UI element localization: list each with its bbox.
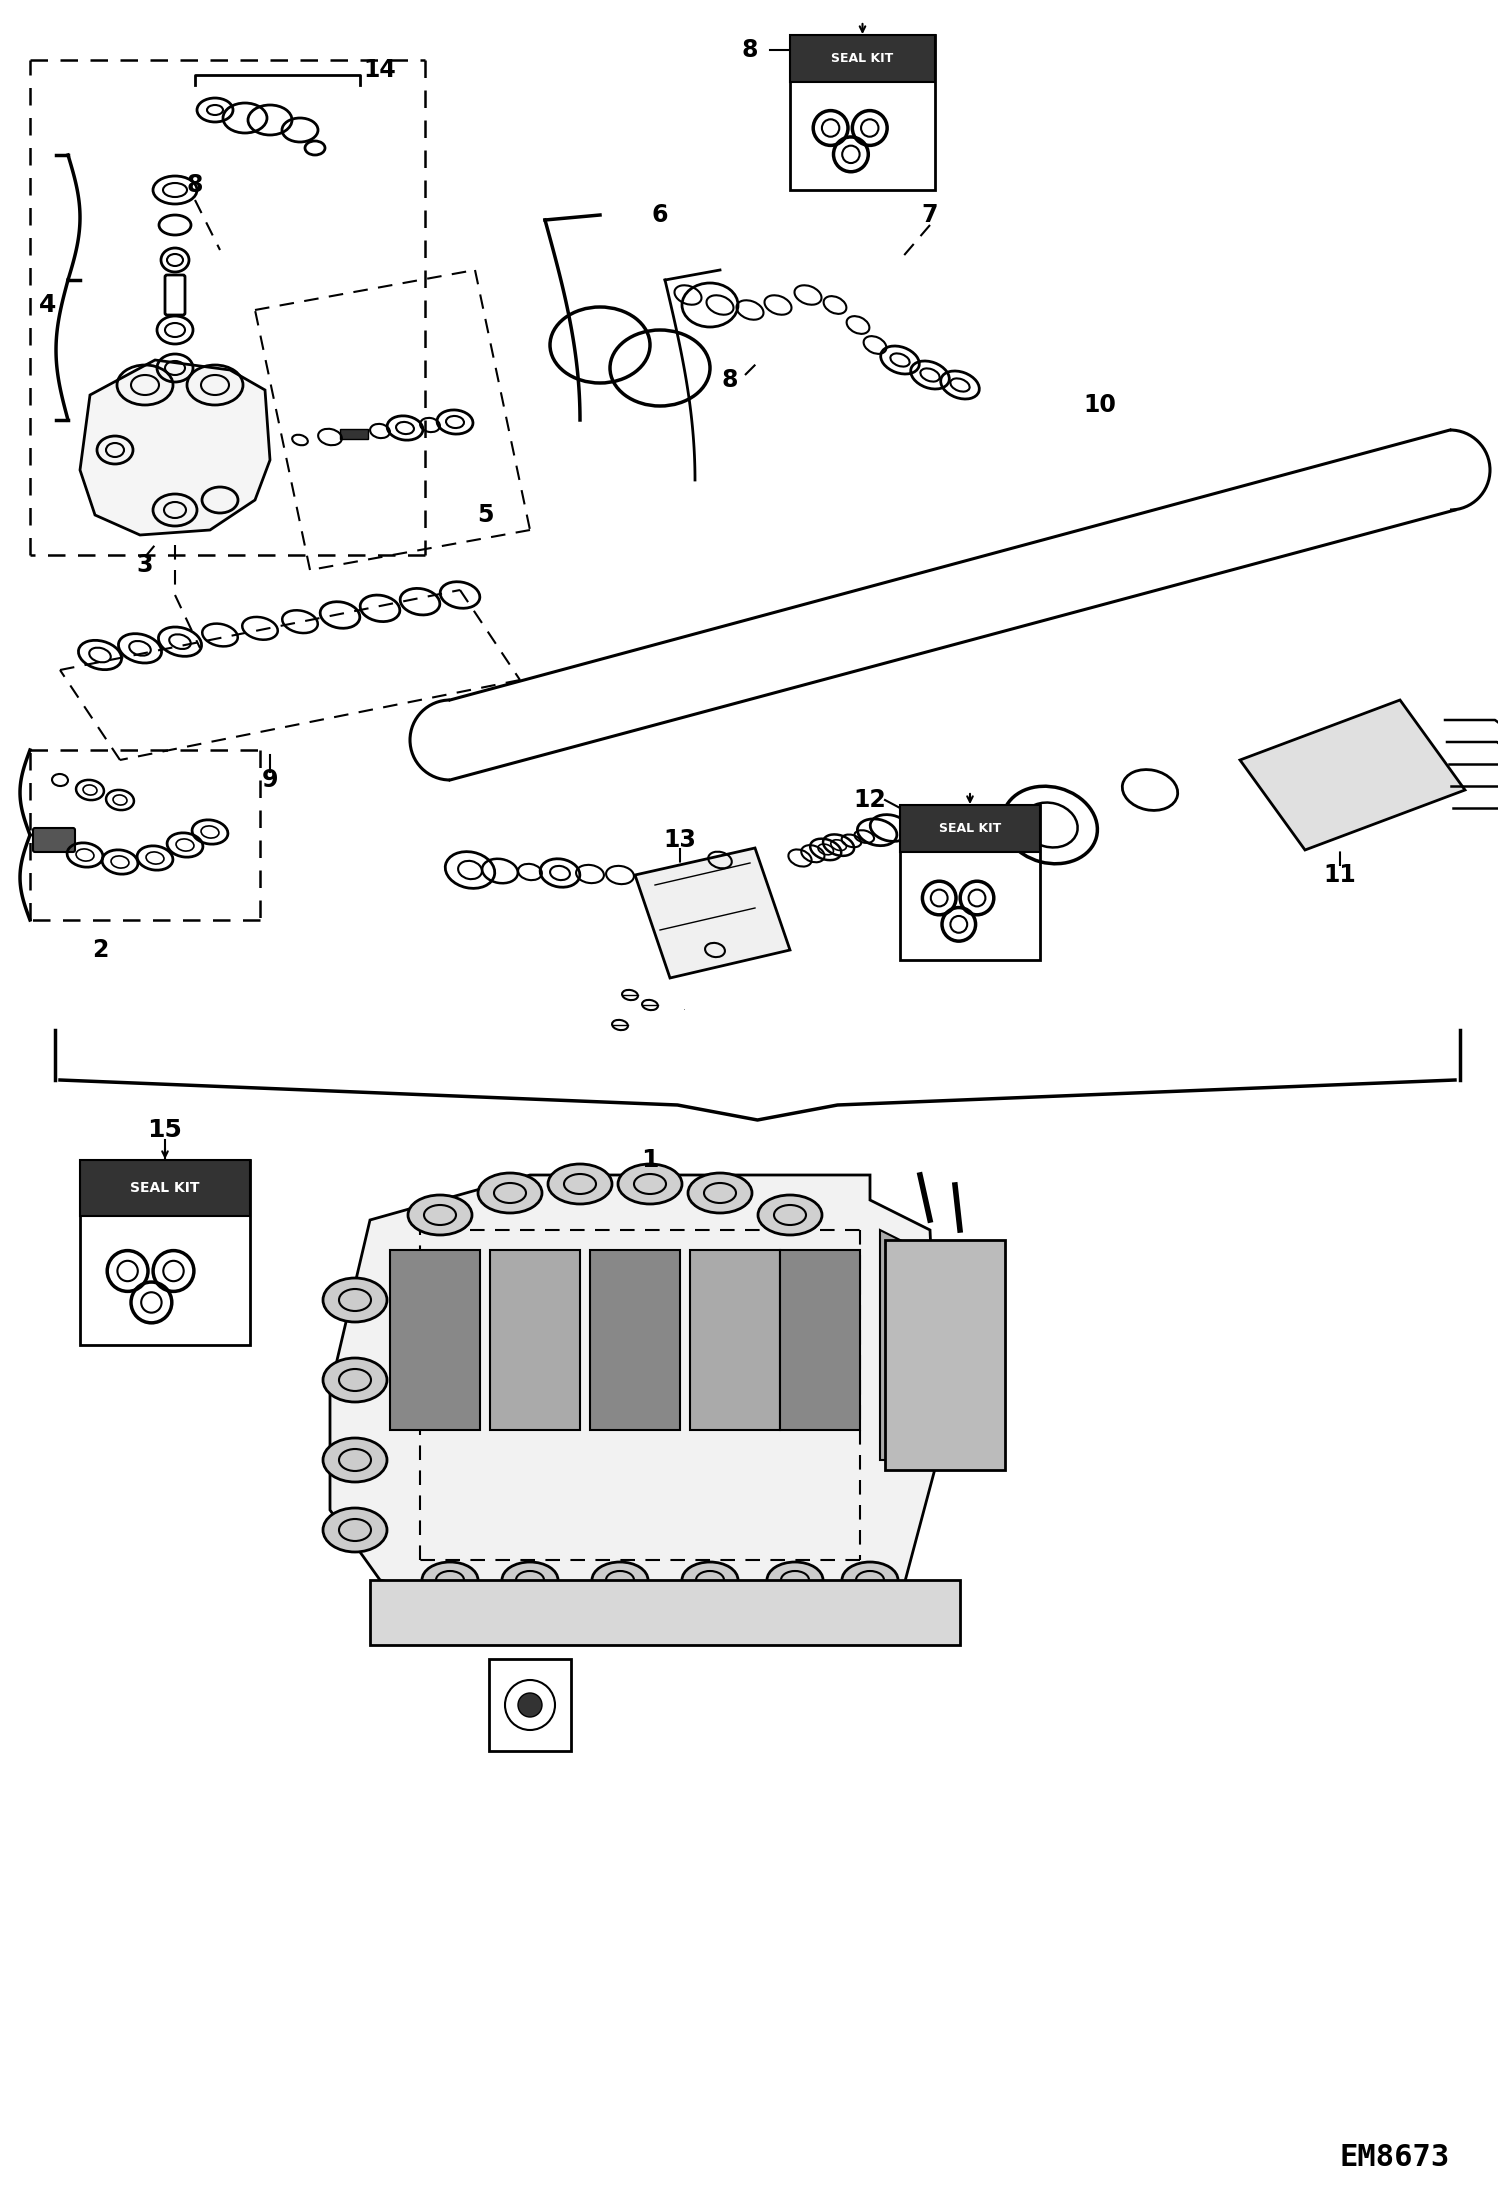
- FancyBboxPatch shape: [789, 35, 935, 81]
- Text: EM8673: EM8673: [1339, 2144, 1450, 2172]
- FancyBboxPatch shape: [33, 827, 75, 851]
- Polygon shape: [879, 1231, 941, 1459]
- Ellipse shape: [619, 1165, 682, 1205]
- FancyBboxPatch shape: [885, 1240, 1005, 1470]
- Text: SEAL KIT: SEAL KIT: [831, 53, 894, 66]
- Text: 7: 7: [921, 204, 938, 226]
- Ellipse shape: [842, 1562, 897, 1597]
- Ellipse shape: [502, 1562, 557, 1597]
- Ellipse shape: [518, 1694, 542, 1718]
- Ellipse shape: [767, 1562, 822, 1597]
- Text: 11: 11: [1324, 862, 1356, 886]
- FancyBboxPatch shape: [340, 430, 369, 439]
- Text: 1: 1: [641, 1147, 659, 1172]
- Text: 8: 8: [742, 37, 758, 61]
- Text: 8: 8: [187, 173, 204, 197]
- Text: 10: 10: [1083, 393, 1116, 417]
- Ellipse shape: [478, 1174, 542, 1213]
- Text: 4: 4: [39, 294, 57, 316]
- Ellipse shape: [324, 1507, 386, 1551]
- Text: 9: 9: [262, 768, 279, 792]
- Text: 8: 8: [722, 369, 739, 393]
- Polygon shape: [79, 360, 270, 535]
- Text: SEAL KIT: SEAL KIT: [130, 1180, 199, 1196]
- Ellipse shape: [407, 1196, 472, 1235]
- Text: 6: 6: [652, 204, 668, 226]
- FancyBboxPatch shape: [370, 1580, 960, 1646]
- Text: 13: 13: [664, 827, 697, 851]
- Text: SEAL KIT: SEAL KIT: [939, 823, 1001, 834]
- Text: 15: 15: [148, 1119, 183, 1143]
- FancyBboxPatch shape: [79, 1161, 250, 1215]
- Ellipse shape: [682, 1562, 739, 1597]
- FancyBboxPatch shape: [780, 1251, 860, 1430]
- FancyBboxPatch shape: [389, 1251, 479, 1430]
- FancyBboxPatch shape: [900, 805, 1040, 851]
- Text: 2: 2: [91, 939, 108, 961]
- FancyBboxPatch shape: [590, 1251, 680, 1430]
- Polygon shape: [330, 1176, 941, 1619]
- Ellipse shape: [592, 1562, 649, 1597]
- Text: 3: 3: [136, 553, 153, 577]
- FancyBboxPatch shape: [490, 1251, 580, 1430]
- Ellipse shape: [688, 1174, 752, 1213]
- Ellipse shape: [548, 1165, 613, 1205]
- Polygon shape: [635, 849, 789, 979]
- Ellipse shape: [422, 1562, 478, 1597]
- Ellipse shape: [758, 1196, 822, 1235]
- Text: 5: 5: [476, 502, 493, 527]
- Ellipse shape: [324, 1277, 386, 1323]
- Polygon shape: [1240, 700, 1465, 849]
- FancyBboxPatch shape: [691, 1251, 780, 1430]
- Ellipse shape: [324, 1437, 386, 1481]
- Ellipse shape: [324, 1358, 386, 1402]
- Text: 14: 14: [364, 57, 397, 81]
- Text: 12: 12: [854, 788, 887, 812]
